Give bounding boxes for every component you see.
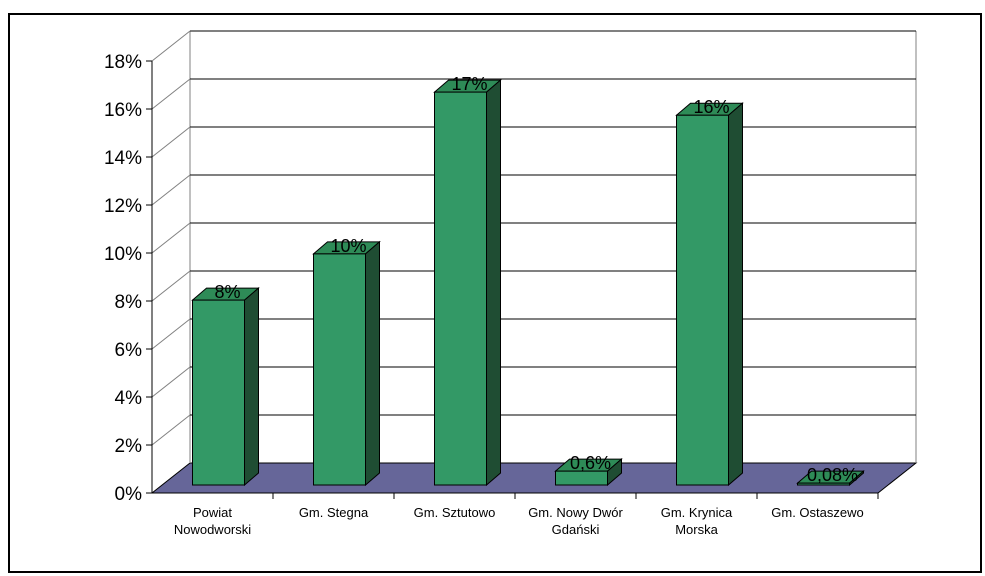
gridline-side — [151, 174, 191, 206]
data-label: 0,08% — [807, 465, 858, 485]
gridline-side — [151, 222, 191, 254]
y-tick-label: 2% — [115, 436, 143, 457]
bar — [312, 240, 381, 487]
y-tick-label: 6% — [115, 340, 143, 361]
y-tick-label: 10% — [104, 244, 142, 265]
gridline-side — [151, 270, 191, 302]
x-tick-label: Morska — [675, 522, 718, 537]
data-label: 10% — [330, 236, 366, 256]
gridline-side — [151, 318, 191, 350]
chart-frame: 0% 2% 4% 6% 8% 10% 12% 14% 16% 18% Powiat Nowodwor… — [8, 13, 982, 573]
bar-front — [192, 299, 245, 486]
bar-side — [365, 240, 380, 487]
y-tick-label: 4% — [115, 388, 143, 409]
bar-front — [555, 470, 608, 486]
bar-front — [676, 114, 729, 486]
gridline-side — [151, 414, 191, 446]
gridline-side — [151, 126, 191, 158]
x-tick-label: Gdański — [552, 522, 600, 537]
gridlines — [151, 30, 916, 446]
x-tick-label: Gm. Sztutowo — [414, 505, 496, 520]
bar-chart: 0% 2% 4% 6% 8% 10% 12% 14% 16% 18% Powiat Nowodwor… — [104, 30, 918, 537]
gridline-side — [151, 78, 191, 110]
y-tick-label: 0% — [115, 484, 143, 505]
y-tick-label: 16% — [104, 100, 142, 121]
x-tick-label: Gm. Nowy Dwór — [528, 505, 623, 520]
data-label: 0,6% — [570, 453, 611, 473]
bars — [191, 79, 865, 487]
data-label: 16% — [693, 97, 729, 117]
x-tick-label: Gm. Stegna — [299, 505, 369, 520]
x-tick-label: Nowodworski — [174, 522, 251, 537]
x-tick-label: Gm. Ostaszewo — [771, 505, 863, 520]
y-tick-label: 12% — [104, 196, 142, 217]
y-tick-label: 8% — [115, 292, 143, 313]
y-axis: 0% 2% 4% 6% 8% 10% 12% 14% 16% 18% — [104, 52, 153, 505]
bar — [433, 79, 502, 487]
data-label: 17% — [451, 74, 487, 94]
bar-side — [728, 102, 743, 487]
bar-front — [313, 253, 366, 486]
gridline-side — [151, 366, 191, 398]
x-tick-label: Gm. Krynica — [661, 505, 733, 520]
bar — [675, 102, 744, 487]
data-label: 8% — [214, 282, 240, 302]
bar-front — [434, 91, 487, 486]
data-labels: 8% 10% 17% 0,6% 16% 0,08% — [214, 74, 858, 485]
y-tick-label: 18% — [104, 52, 142, 73]
bar — [191, 287, 260, 487]
y-tick-label: 14% — [104, 148, 142, 169]
bar-front — [797, 482, 850, 486]
bar-side — [244, 287, 259, 487]
x-axis: Powiat Nowodworski Gm. Stegna Gm. Sztutowo G… — [152, 492, 879, 537]
chart-walls — [150, 30, 918, 494]
bar-side — [486, 79, 501, 487]
bar — [796, 470, 865, 487]
x-tick-label: Powiat — [193, 505, 232, 520]
bar — [554, 458, 623, 487]
gridline-side — [151, 30, 191, 62]
floor — [150, 462, 918, 494]
